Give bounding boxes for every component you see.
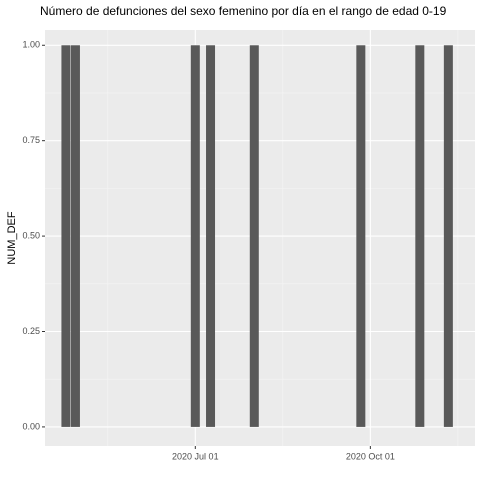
bar	[206, 45, 216, 427]
bar	[249, 45, 259, 427]
x-tick-label: 2020 Jul 01	[172, 451, 219, 461]
bar	[61, 45, 71, 427]
x-tick-label: 2020 Oct 01	[346, 451, 395, 461]
y-axis-label: NUM_DEF	[6, 211, 18, 264]
chart-title: Número de defunciones del sexo femenino …	[40, 4, 447, 18]
y-tick-label: 1.00	[22, 40, 40, 50]
bar	[70, 45, 80, 427]
bar	[443, 45, 453, 427]
y-tick-label: 0.25	[22, 326, 40, 336]
bar	[356, 45, 366, 427]
panel	[45, 30, 475, 446]
bar	[415, 45, 425, 427]
y-tick-label: 0.00	[22, 421, 40, 431]
bar	[190, 45, 200, 427]
y-tick-label: 0.50	[22, 230, 40, 240]
y-tick-label: 0.75	[22, 135, 40, 145]
